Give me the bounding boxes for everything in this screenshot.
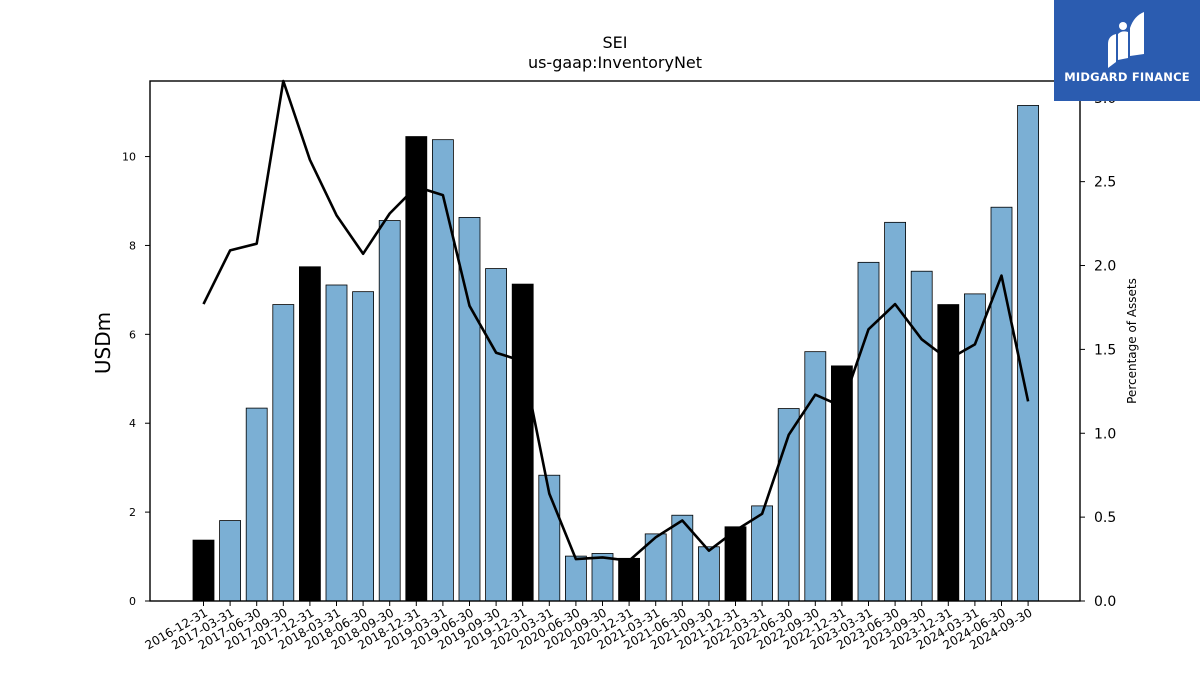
bar xyxy=(192,539,215,602)
y-tick-label: 6 xyxy=(129,328,136,341)
bar xyxy=(990,206,1013,602)
bar xyxy=(884,221,906,602)
bar xyxy=(591,553,614,602)
bar xyxy=(910,270,933,602)
bar xyxy=(245,407,268,602)
bar xyxy=(937,304,960,602)
bar xyxy=(724,526,747,602)
bar xyxy=(751,505,773,602)
y2-tick-label: 1.5 xyxy=(1094,342,1116,358)
bar xyxy=(964,293,986,602)
y2-axis-label: Percentage of Assets xyxy=(1125,278,1139,404)
pct-assets-line xyxy=(202,79,1030,563)
bar xyxy=(857,261,880,602)
chart-subtitle: us-gaap:InventoryNet xyxy=(527,53,703,72)
bar xyxy=(352,291,375,602)
bar xyxy=(325,284,348,602)
axes xyxy=(145,80,1085,606)
y2-tick-label: 1.0 xyxy=(1094,426,1116,442)
y-tick-label: 0 xyxy=(129,595,136,608)
y2-tick-label: 2.0 xyxy=(1094,259,1116,275)
midgard-finance-logo: MIDGARD FINANCE xyxy=(1054,0,1200,101)
bar-series xyxy=(192,105,1039,602)
bar xyxy=(405,136,428,602)
bar xyxy=(618,557,640,602)
bar xyxy=(804,351,827,602)
bar xyxy=(831,365,853,602)
plot-frame xyxy=(149,80,1081,602)
line-series-group xyxy=(202,79,1030,563)
y2-tick-label: 2.5 xyxy=(1094,175,1116,191)
y-axis-label: USDm xyxy=(91,312,115,374)
y-tick-label: 4 xyxy=(129,417,136,430)
bar xyxy=(219,520,242,602)
y-tick-label: 8 xyxy=(129,239,136,252)
logo-text: MIDGARD FINANCE xyxy=(1064,70,1190,84)
bar xyxy=(378,220,401,602)
y2-tick-label: 0.0 xyxy=(1094,594,1116,610)
bar xyxy=(511,283,534,602)
bar xyxy=(565,555,587,602)
y-tick-label: 10 xyxy=(122,151,136,164)
bar xyxy=(485,268,508,602)
bar xyxy=(1017,105,1039,602)
y-tick-label: 2 xyxy=(129,506,136,519)
chart-title: SEI xyxy=(602,33,628,52)
y2-tick-label: 0.5 xyxy=(1094,510,1116,526)
bar xyxy=(431,139,454,602)
bar xyxy=(698,546,720,602)
bar xyxy=(272,304,295,602)
bar xyxy=(298,266,321,602)
midgard-logo-icon xyxy=(1108,12,1144,68)
